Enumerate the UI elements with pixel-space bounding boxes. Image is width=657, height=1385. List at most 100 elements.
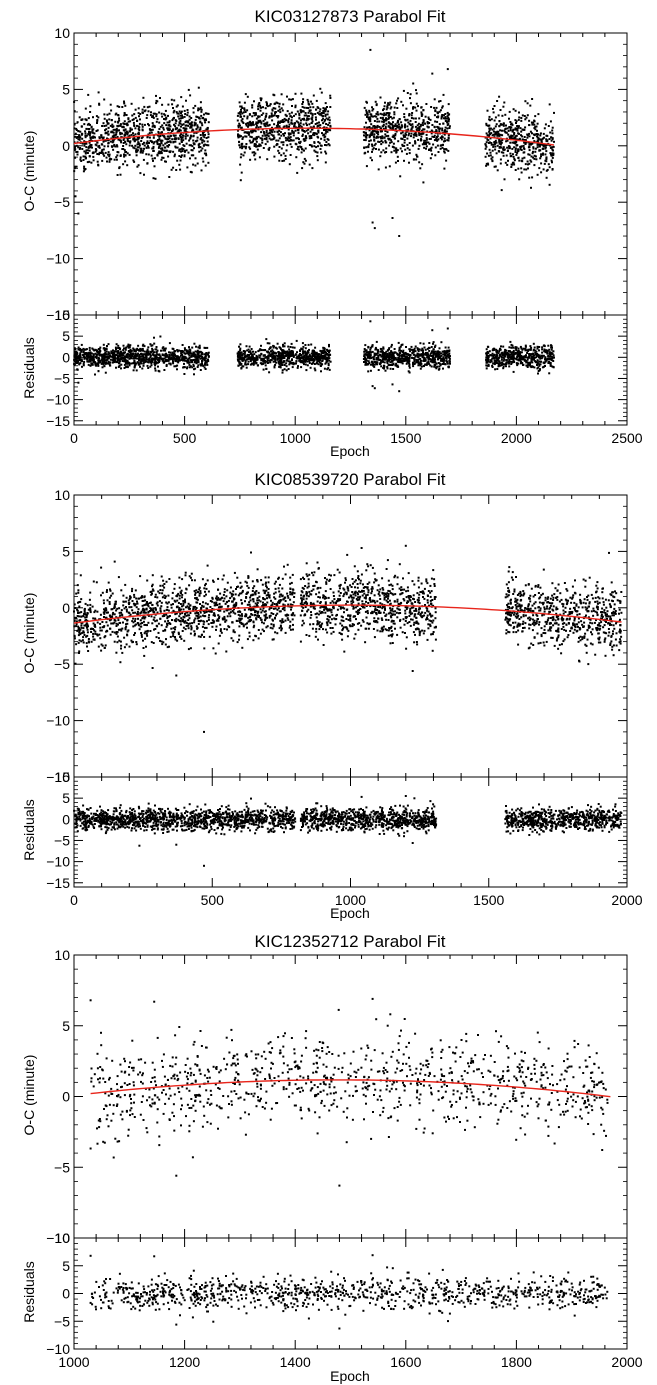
data-point xyxy=(194,359,197,362)
data-point xyxy=(114,145,117,148)
data-point xyxy=(390,123,393,126)
data-point xyxy=(194,118,197,121)
data-point xyxy=(508,117,510,120)
data-point xyxy=(181,148,184,151)
data-point xyxy=(89,132,92,135)
y-tick-label: −15 xyxy=(46,307,70,323)
data-point xyxy=(531,123,534,126)
data-point xyxy=(81,365,83,368)
data-point xyxy=(494,116,497,119)
data-point xyxy=(299,358,302,361)
data-point xyxy=(412,136,415,139)
data-point xyxy=(88,134,91,137)
data-point xyxy=(175,105,178,108)
data-point xyxy=(177,356,180,359)
data-point xyxy=(94,348,97,351)
data-point xyxy=(146,162,149,165)
data-point xyxy=(409,102,412,105)
data-point xyxy=(441,115,444,118)
data-point xyxy=(89,111,92,113)
data-point xyxy=(385,147,388,150)
data-point xyxy=(116,350,118,353)
data-point xyxy=(143,350,146,353)
data-point xyxy=(159,356,162,359)
data-point xyxy=(324,135,327,138)
data-point xyxy=(408,152,411,155)
data-point xyxy=(155,348,158,351)
data-point xyxy=(252,130,254,133)
data-point xyxy=(173,153,176,156)
data-point xyxy=(434,120,437,123)
data-point xyxy=(94,352,97,355)
data-point xyxy=(301,133,304,136)
data-point xyxy=(536,139,539,142)
data-point xyxy=(123,367,126,369)
data-point xyxy=(122,139,125,141)
data-point xyxy=(181,150,184,153)
data-point xyxy=(79,349,82,352)
data-point xyxy=(404,148,407,151)
data-point xyxy=(189,352,192,355)
data-point xyxy=(433,98,436,101)
data-point xyxy=(503,178,506,181)
data-point xyxy=(112,351,115,354)
data-point xyxy=(326,348,328,351)
data-point xyxy=(551,161,553,164)
data-point xyxy=(185,142,188,145)
data-point xyxy=(277,115,280,117)
data-point xyxy=(271,131,274,134)
data-point xyxy=(284,158,287,160)
data-point xyxy=(255,122,258,125)
data-point xyxy=(132,118,135,121)
data-point xyxy=(195,358,198,361)
data-point xyxy=(184,124,187,127)
data-point xyxy=(288,354,291,357)
data-point xyxy=(102,122,105,125)
data-point xyxy=(112,136,115,138)
data-point xyxy=(388,138,390,141)
data-point xyxy=(445,159,448,162)
data-point xyxy=(437,358,439,361)
data-point xyxy=(541,153,544,156)
data-point xyxy=(380,359,383,362)
data-point xyxy=(141,143,144,146)
data-point xyxy=(77,146,80,149)
data-point xyxy=(203,366,206,369)
data-point xyxy=(545,144,548,146)
data-point xyxy=(302,138,305,141)
data-point xyxy=(299,140,302,143)
data-point xyxy=(247,360,250,363)
data-point xyxy=(195,345,197,348)
data-point xyxy=(298,123,301,126)
data-point xyxy=(308,110,311,113)
data-point xyxy=(172,117,175,120)
data-point xyxy=(88,141,91,144)
data-point xyxy=(198,150,201,153)
data-point xyxy=(165,354,168,357)
data-point xyxy=(75,353,78,356)
data-point xyxy=(91,357,94,359)
data-point xyxy=(317,124,320,127)
data-point xyxy=(78,138,81,141)
data-point xyxy=(116,174,119,176)
data-point xyxy=(105,156,108,159)
data-point xyxy=(441,136,444,139)
data-point xyxy=(83,144,86,147)
data-point xyxy=(158,150,161,153)
data-point xyxy=(249,360,252,362)
data-point xyxy=(104,151,107,154)
data-point xyxy=(286,351,289,354)
data-point xyxy=(193,368,195,371)
data-point xyxy=(403,144,406,147)
data-point xyxy=(292,139,295,142)
data-point xyxy=(447,136,450,139)
data-point xyxy=(84,155,87,158)
data-point xyxy=(155,115,158,118)
data-point xyxy=(284,352,287,355)
data-point xyxy=(429,137,432,140)
data-point xyxy=(374,100,377,103)
data-point xyxy=(143,144,146,147)
data-point xyxy=(412,361,414,364)
data-point xyxy=(317,129,320,132)
data-point xyxy=(94,150,97,153)
